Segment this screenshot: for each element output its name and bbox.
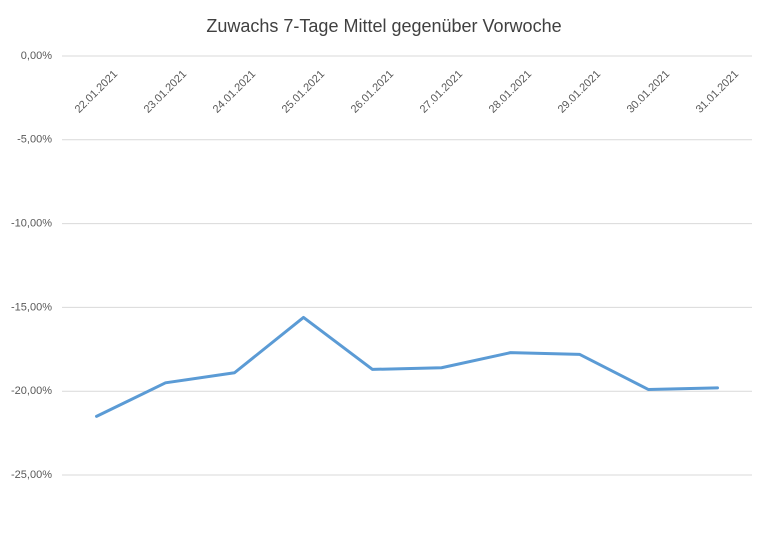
x-tick-label: 25.01.2021 [280,68,327,115]
y-tick-label: -15,00% [11,301,52,313]
x-tick-label: 27.01.2021 [418,68,465,115]
chart-title: Zuwachs 7-Tage Mittel gegenüber Vorwoche [206,16,561,36]
y-tick-label: -10,00% [11,218,52,230]
y-tick-label: -25,00% [11,469,52,481]
x-tick-label: 29.01.2021 [556,68,603,115]
data-line [95,315,719,418]
x-tick-label: 23.01.2021 [142,68,189,115]
y-tick-label: -5,00% [17,134,52,146]
x-tick-label: 31.01.2021 [694,68,741,115]
y-tick-label: 0,00% [21,50,52,62]
x-tick-label: 26.01.2021 [349,68,396,115]
x-tick-label: 22.01.2021 [73,68,120,115]
x-tick-label: 30.01.2021 [625,68,672,115]
y-tick-label: -20,00% [11,385,52,397]
x-tick-label: 24.01.2021 [211,68,258,115]
x-tick-label: 28.01.2021 [487,68,534,115]
